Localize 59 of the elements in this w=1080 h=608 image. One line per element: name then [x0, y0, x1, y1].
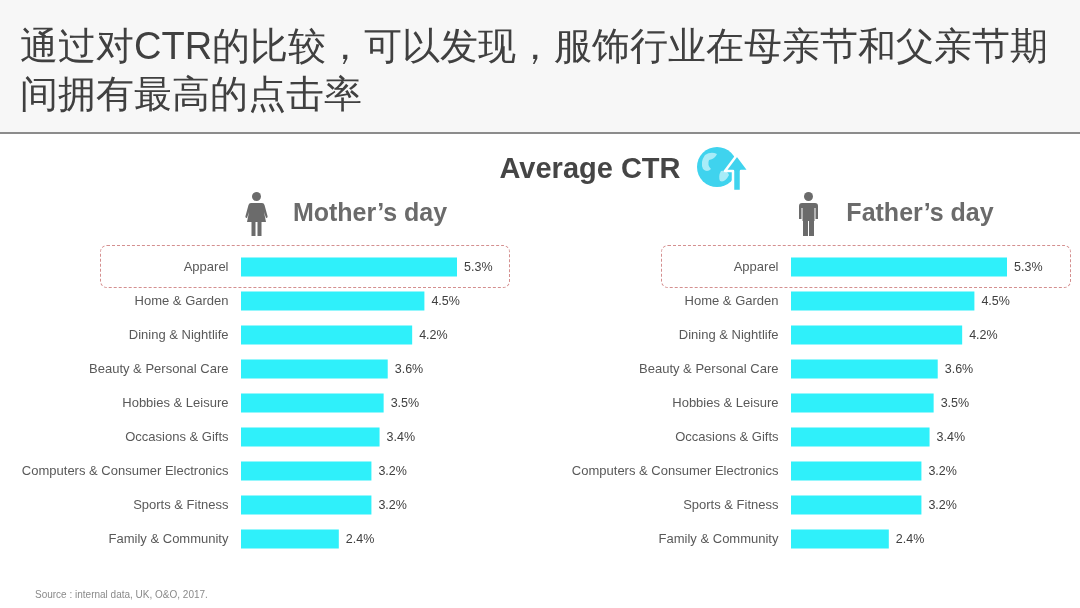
bar [241, 257, 457, 277]
data-label: 3.2% [378, 498, 407, 512]
y-tick-label: Apparel [183, 259, 229, 274]
data-label: 3.5% [940, 396, 970, 410]
y-tick-label: Hobbies & Leisure [122, 395, 229, 410]
chart-title: Mother’s day [292, 198, 448, 226]
y-tick-label: Dining & Nightlife [128, 327, 229, 342]
bar [241, 461, 372, 481]
y-tick-label: Dining & Nightlife [678, 327, 779, 342]
y-tick-label: Beauty & Personal Care [639, 361, 779, 376]
y-tick-label: Occasions & Gifts [125, 429, 229, 444]
bar [791, 495, 922, 515]
chart-title: Father’s day [846, 198, 994, 226]
bar [791, 427, 930, 447]
data-label: 3.2% [378, 464, 407, 478]
bar [791, 291, 975, 311]
data-label: 4.2% [419, 328, 448, 342]
data-label: 3.6% [944, 362, 974, 376]
y-tick-label: Home & Garden [684, 293, 779, 308]
data-label: 3.5% [390, 396, 420, 410]
bar [241, 393, 384, 413]
y-tick-label: Family & Community [658, 531, 779, 546]
y-tick-label: Occasions & Gifts [675, 429, 779, 444]
y-tick-label: Sports & Fitness [683, 497, 779, 512]
data-label: 4.2% [969, 328, 998, 342]
y-tick-label: Computers & Consumer Electronics [21, 463, 229, 478]
y-tick-label: Apparel [733, 259, 779, 274]
data-label: 2.4% [895, 532, 925, 546]
bar [791, 359, 938, 379]
y-tick-label: Family & Community [108, 531, 229, 546]
data-label: 3.2% [928, 464, 957, 478]
data-label: 3.4% [386, 430, 416, 444]
data-label: 3.2% [928, 498, 957, 512]
bar [241, 529, 339, 549]
bar [791, 257, 1007, 277]
bar [241, 325, 413, 345]
source-note: Source : internal data, UK, O&O, 2017. [35, 589, 208, 600]
bar [791, 393, 934, 413]
data-label: 5.3% [1014, 260, 1043, 274]
y-tick-label: Computers & Consumer Electronics [571, 463, 779, 478]
y-tick-label: Hobbies & Leisure [672, 395, 779, 410]
data-label: 2.4% [345, 532, 375, 546]
text: Average CTR [498, 152, 682, 185]
text: 通过对CTR的比较，可以发现，服饰行业在母亲节和父亲节期间拥有最高的点击率 [20, 24, 1050, 117]
data-label: 3.4% [936, 430, 966, 444]
bar [791, 461, 922, 481]
data-label: 4.5% [981, 294, 1010, 308]
data-label: 4.5% [431, 294, 460, 308]
bar [241, 359, 388, 379]
bar [791, 529, 889, 549]
bar [241, 291, 425, 311]
data-label: 3.6% [394, 362, 424, 376]
bar [791, 325, 963, 345]
data-label: 5.3% [464, 260, 493, 274]
bar [241, 495, 372, 515]
y-tick-label: Home & Garden [134, 293, 229, 308]
y-tick-label: Sports & Fitness [133, 497, 229, 512]
y-tick-label: Beauty & Personal Care [89, 361, 229, 376]
bar [241, 427, 380, 447]
